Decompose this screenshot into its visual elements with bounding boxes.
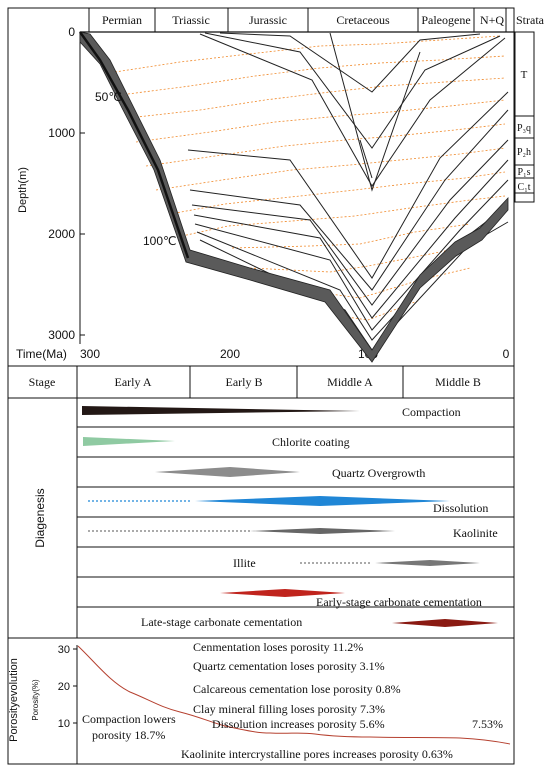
period-triassic: Triassic	[172, 13, 210, 27]
stage-row: Stage Early A Early B Middle A Middle B	[7, 365, 515, 399]
time-tick-0: 0	[503, 347, 510, 361]
time-tick-200: 200	[220, 347, 240, 361]
stage-early-b: Early B	[226, 375, 263, 389]
annot-kaolinite: Kaolinite intercrystalline pores increas…	[181, 747, 453, 761]
time-axis-label: Time(Ma)	[16, 347, 67, 361]
depth-tick-2000: 2000	[48, 227, 75, 241]
svg-text:Kaolinite: Kaolinite	[453, 526, 498, 540]
porosity-axis-label: Porosity(%)	[31, 679, 40, 721]
stage-middle-a: Middle A	[327, 375, 373, 389]
diagenesis-row-illite: Illite	[233, 556, 480, 570]
depth-tick-1000: 1000	[48, 126, 75, 140]
svg-text:Late-stage carbonate cementati: Late-stage carbonate cementation	[141, 615, 302, 629]
burial-history-panel: Permian Triassic Jurassic Cretaceous Pal…	[7, 7, 545, 367]
period-permian: Permian	[102, 13, 142, 27]
diagenesis-row-quartz: Quartz Overgrowth	[155, 466, 425, 480]
period-jurassic: Jurassic	[249, 13, 287, 27]
diagenesis-row-compaction: Compaction	[82, 405, 461, 419]
strata-p1s: P₁s	[518, 167, 531, 178]
porosity-curve	[77, 645, 511, 745]
diagenesis-row-late-carbonate: Late-stage carbonate cementation	[141, 615, 498, 629]
temp-label-100: 100℃	[143, 234, 177, 248]
porosity-tick-30: 30	[58, 644, 70, 656]
burial-panel-frame	[7, 7, 515, 367]
diagenesis-row-kaolinite: Kaolinite	[88, 526, 498, 540]
depth-tick-0: 0	[68, 25, 75, 39]
diagenesis-row-dissolution: Dissolution	[88, 496, 488, 515]
annot-calcareous: Calcareous cementation lose porosity 0.8…	[193, 682, 401, 696]
stage-header: Stage	[29, 375, 56, 389]
stage-early-a: Early A	[115, 375, 152, 389]
svg-text:Chlorite coating: Chlorite coating	[272, 435, 350, 449]
diagenesis-label: Diagenesis	[33, 488, 47, 547]
porosity-panel-label: Porosityevolution	[8, 658, 20, 742]
strata-header: Strata	[516, 13, 545, 27]
period-paleogene: Paleogene	[421, 13, 470, 27]
annot-dissolution: Dissolution increases porosity 5.6%	[212, 717, 385, 731]
svg-text:Dissolution: Dissolution	[433, 501, 488, 515]
porosity-tick-20: 20	[58, 681, 70, 693]
burial-curves	[187, 32, 509, 351]
svg-text:Quartz Overgrowth: Quartz Overgrowth	[332, 466, 425, 480]
depth-tick-3000: 3000	[48, 328, 75, 342]
depth-axis-label: Depth(m)	[17, 167, 29, 213]
porosity-tick-10: 10	[58, 718, 70, 730]
strata-c1t: C₁t	[518, 182, 531, 193]
porosity-panel: Porosityevolution Porosity(%) 30 20 10 C…	[7, 637, 515, 765]
annot-cementation: Cenmentation loses porosity 11.2%	[193, 640, 363, 654]
depth-ticks: 0 1000 2000 3000	[48, 25, 85, 342]
temp-label-50: 50℃	[95, 90, 122, 104]
annot-compaction-line1: Compaction lowers	[82, 712, 176, 726]
annot-quartz: Quartz cementation loses porosity 3.1%	[193, 659, 385, 673]
diagenesis-row-early-carbonate: Early-stage carbonate cementation	[220, 589, 482, 609]
strata-t: T	[521, 69, 528, 81]
svg-text:Illite: Illite	[233, 556, 256, 570]
period-cretaceous: Cretaceous	[336, 13, 390, 27]
annot-final-porosity: 7.53%	[472, 717, 503, 731]
svg-text:Early-stage carbonate cementat: Early-stage carbonate cementation	[316, 595, 482, 609]
annot-clay: Clay mineral filling loses porosity 7.3%	[193, 702, 385, 716]
strata-p2h: P₂h	[517, 147, 531, 158]
burial-basal-band	[78, 31, 509, 363]
annot-compaction-line2: porosity 18.7%	[92, 728, 165, 742]
strata-column: T P₃q P₂h P₁s C₁t	[514, 31, 535, 203]
period-nq: N+Q	[480, 13, 504, 27]
strata-p3q: P₃q	[517, 123, 531, 134]
svg-text:Compaction: Compaction	[402, 405, 461, 419]
diagenesis-panel: Diagenesis Compaction Chlorite coating Q…	[7, 397, 515, 639]
time-tick-300: 300	[80, 347, 100, 361]
diagenesis-row-chlorite: Chlorite coating	[83, 435, 350, 449]
period-header: Permian Triassic Jurassic Cretaceous Pal…	[88, 7, 545, 33]
stage-middle-b: Middle B	[435, 375, 481, 389]
